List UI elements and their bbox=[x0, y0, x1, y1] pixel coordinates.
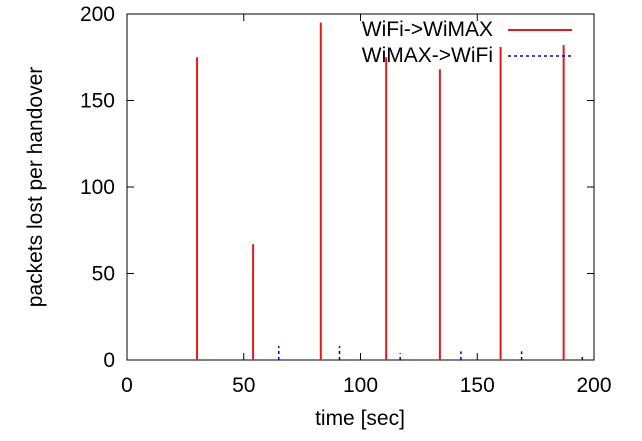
y-tick-label: 200 bbox=[80, 3, 115, 26]
legend-label-wimax-to-wifi: WiMAX->WiFi bbox=[362, 44, 493, 67]
legend-label-wifi-to-wimax: WiFi->WiMAX bbox=[362, 18, 493, 41]
x-tick-label: 200 bbox=[576, 374, 611, 397]
y-tick-label: 100 bbox=[80, 176, 115, 199]
x-tick-label: 150 bbox=[460, 374, 495, 397]
x-tick-label: 0 bbox=[121, 374, 133, 397]
y-tick-label: 0 bbox=[103, 349, 115, 372]
ticks-layer: 0 50 100 150 200 0 50 100 150 200 bbox=[80, 3, 612, 397]
y-axis-title: packets lost per handover bbox=[24, 67, 47, 307]
series-layer bbox=[196, 22, 584, 360]
x-tick-label: 100 bbox=[343, 374, 378, 397]
y-tick-label: 50 bbox=[92, 263, 115, 286]
legend: WiFi->WiMAX WiMAX->WiFi bbox=[362, 18, 572, 67]
y-tick-label: 150 bbox=[80, 90, 115, 113]
x-axis-title: time [sec] bbox=[315, 407, 405, 430]
x-tick-label: 50 bbox=[232, 374, 255, 397]
